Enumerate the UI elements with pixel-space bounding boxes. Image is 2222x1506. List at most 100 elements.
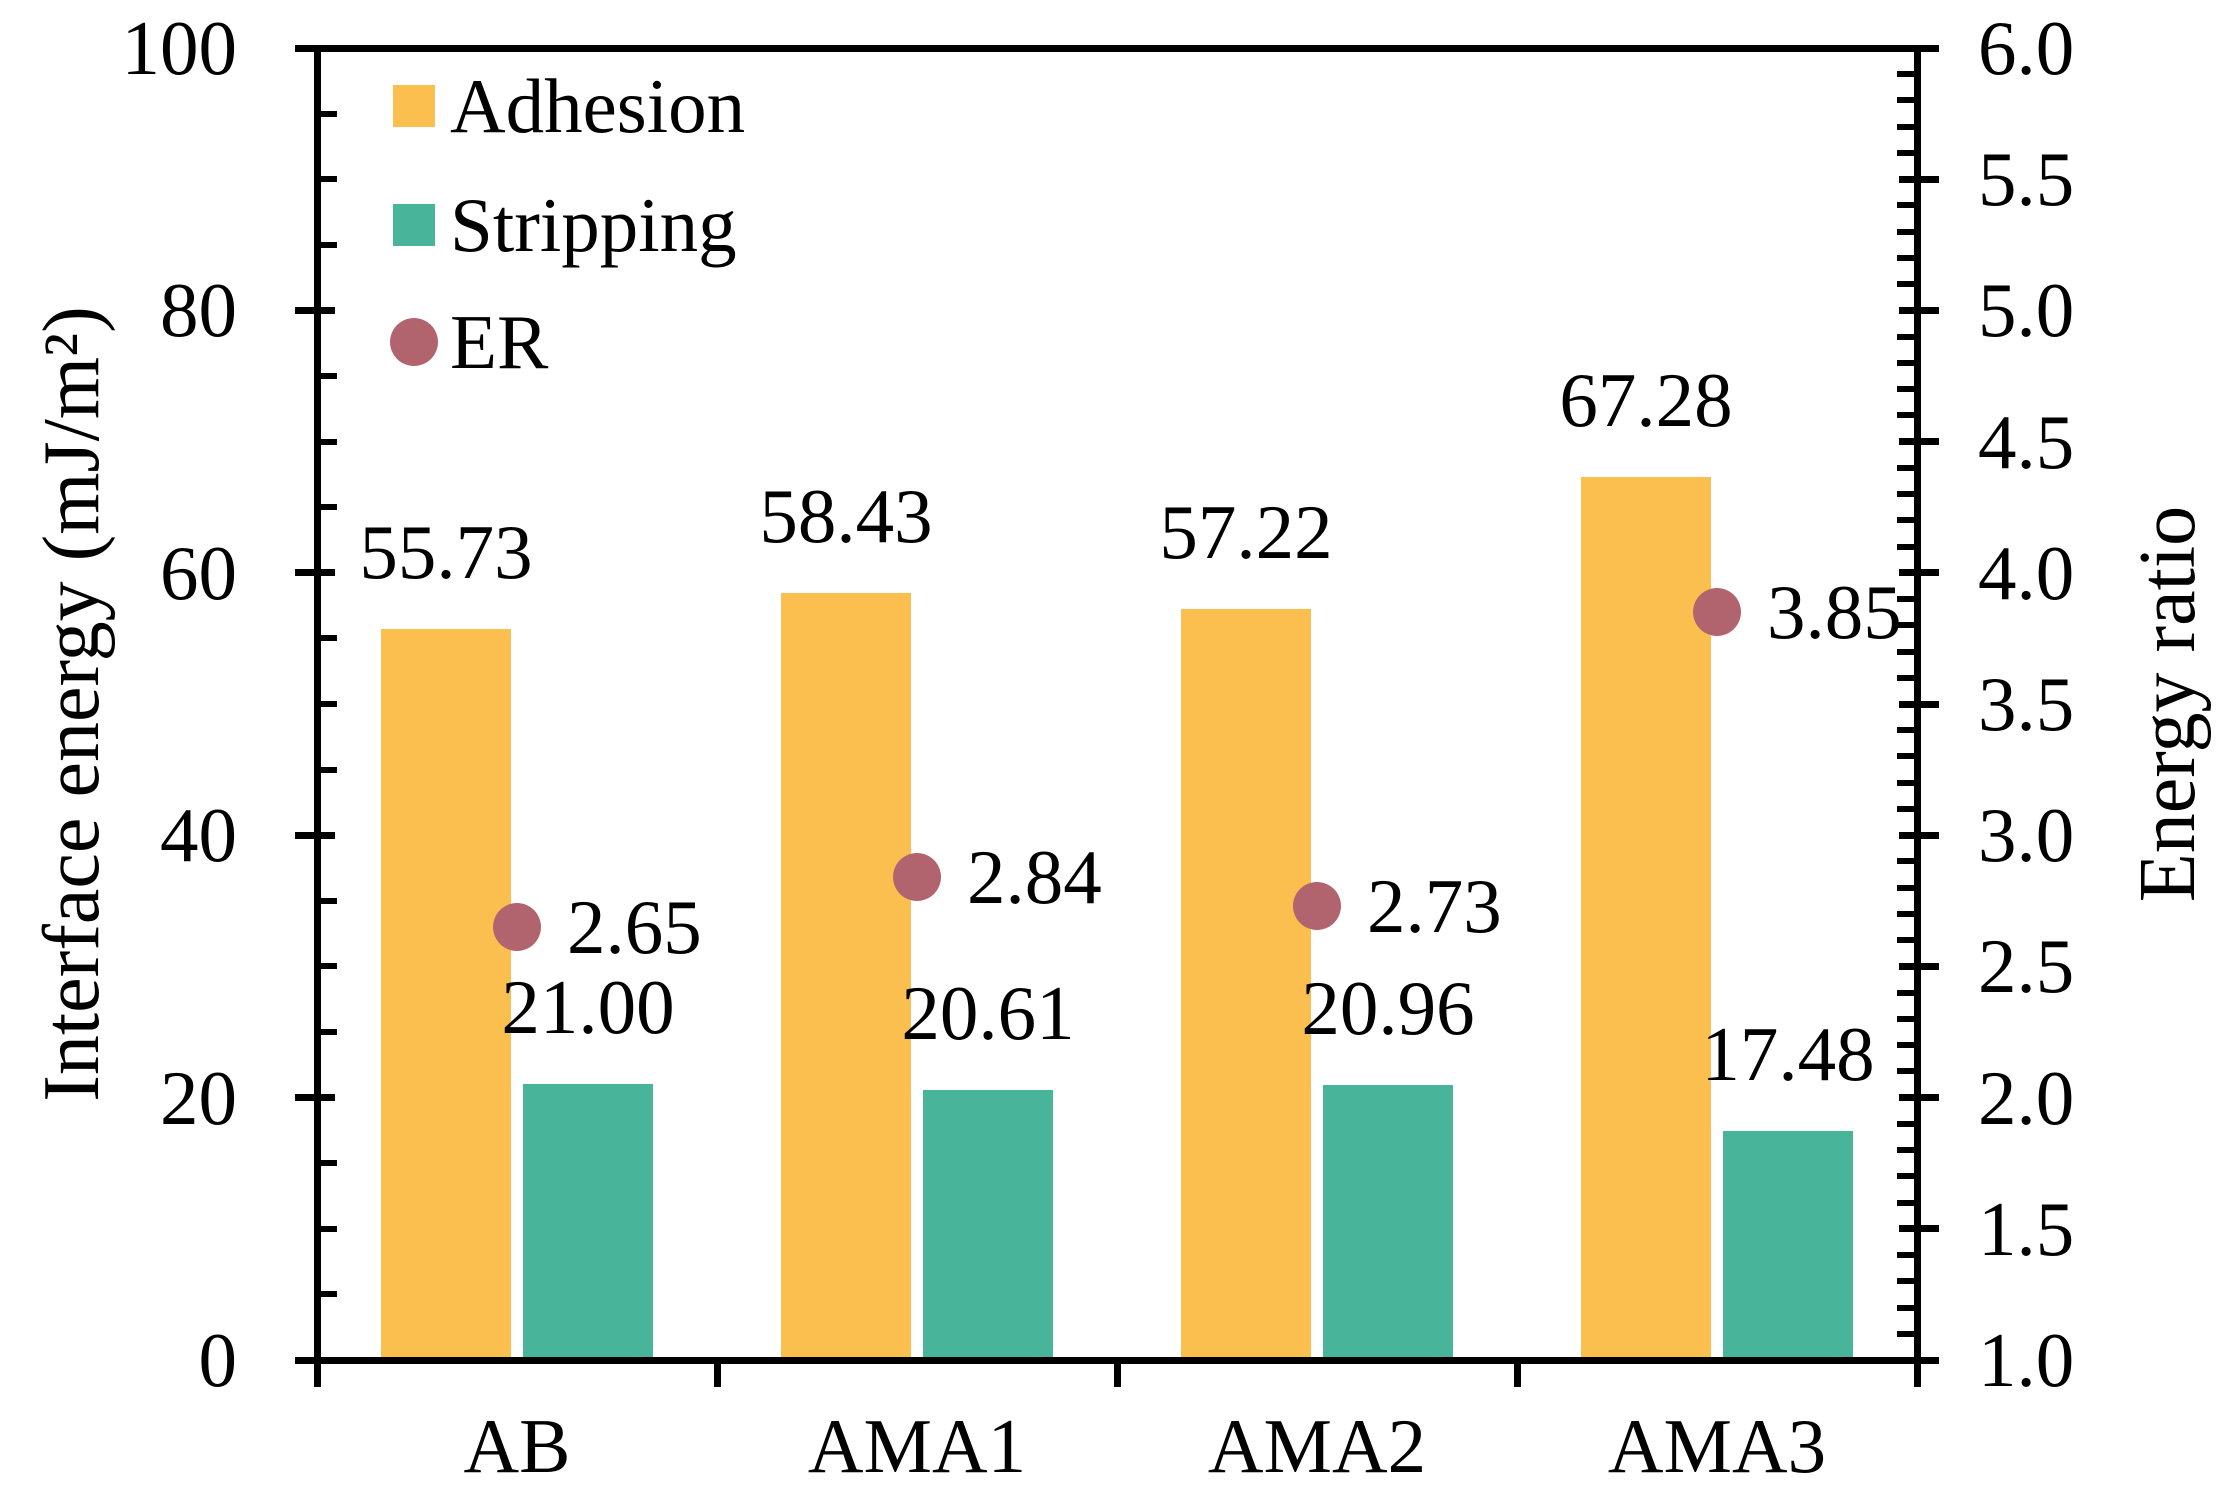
right-axis-minor-tick: [1897, 727, 1917, 734]
right-axis-minor-tick: [1897, 779, 1917, 786]
right-axis-minor-tick: [1897, 71, 1917, 78]
legend-label-er: ER: [450, 299, 549, 385]
left-axis-tick-label: 0: [198, 1317, 238, 1403]
right-axis-tick-label: 1.5: [1978, 1185, 2075, 1272]
legend-swatch-stripping-icon: [393, 204, 435, 246]
right-axis-major-tick: [1899, 700, 1939, 708]
right-axis-minor-tick: [1897, 228, 1917, 235]
right-axis-minor-tick: [1897, 1120, 1917, 1127]
adhesion-value-label: 57.22: [1159, 489, 1333, 576]
left-axis-minor-tick: [317, 176, 337, 183]
left-axis-minor-tick: [317, 241, 337, 248]
er-dot: [1693, 588, 1741, 637]
right-axis-minor-tick: [1897, 989, 1917, 996]
x-axis-tick: [1513, 1360, 1521, 1387]
right-axis-minor-tick: [1897, 1252, 1917, 1259]
right-axis-minor-tick: [1897, 1042, 1917, 1049]
right-axis-tick-label: 4.0: [1978, 529, 2075, 616]
left-axis-minor-tick: [317, 963, 337, 970]
right-axis-minor-tick: [1897, 254, 1917, 261]
left-axis-tick-label: 60: [160, 529, 237, 616]
right-axis-minor-tick: [1897, 596, 1917, 603]
right-axis-minor-tick: [1897, 1278, 1917, 1285]
bar-adhesion: [781, 593, 911, 1360]
right-axis-major-tick: [1899, 175, 1939, 183]
er-value-label: 3.85: [1767, 569, 1902, 656]
right-axis-tick-label: 2.5: [1978, 923, 2075, 1010]
right-axis-minor-tick: [1897, 464, 1917, 471]
right-axis-major-tick: [1899, 569, 1939, 577]
stripping-value-label: 21.00: [501, 964, 675, 1051]
top-spine: [313, 44, 1921, 52]
right-axis-minor-tick: [1897, 386, 1917, 393]
left-axis-minor-tick: [317, 1225, 337, 1232]
right-axis-minor-tick: [1897, 753, 1917, 760]
left-axis-minor-tick: [317, 1160, 337, 1167]
left-axis-tick-label: 80: [160, 267, 237, 354]
bar-stripping: [523, 1084, 653, 1360]
right-axis-tick-label: 4.5: [1978, 398, 2075, 485]
er-dot: [493, 903, 541, 952]
left-axis-minor-tick: [317, 635, 337, 642]
right-axis-minor-tick: [1897, 333, 1917, 340]
left-axis-major-tick: [295, 1094, 335, 1102]
right-axis-minor-tick: [1897, 910, 1917, 917]
left-axis-minor-tick: [317, 1029, 337, 1035]
left-axis-major-tick: [295, 306, 335, 314]
left-axis-major-tick: [295, 569, 335, 577]
left-axis-minor-tick: [317, 373, 337, 379]
x-category-label: AB: [463, 1403, 571, 1489]
right-axis-major-tick: [1899, 306, 1939, 314]
right-axis-major-tick: [1899, 831, 1939, 839]
right-axis-tick-label: 6.0: [1978, 5, 2075, 91]
right-axis-tick-label: 5.0: [1978, 267, 2075, 354]
er-dot: [893, 853, 941, 902]
right-axis-minor-tick: [1897, 1173, 1917, 1180]
x-category-label: AMA1: [807, 1403, 1027, 1489]
left-axis-minor-tick: [317, 897, 337, 904]
right-axis-minor-tick: [1897, 1330, 1917, 1337]
right-axis-minor-tick: [1897, 648, 1917, 655]
er-value-label: 2.73: [1367, 863, 1502, 950]
x-axis-tick: [713, 1360, 721, 1387]
x-axis-tick: [1913, 1360, 1921, 1387]
right-axis-minor-tick: [1897, 491, 1917, 498]
bar-adhesion: [381, 628, 511, 1360]
right-axis-minor-tick: [1897, 202, 1917, 209]
right-axis-minor-tick: [1897, 1068, 1917, 1075]
right-axis-minor-tick: [1897, 97, 1917, 104]
right-axis-minor-tick: [1897, 805, 1917, 812]
right-axis-minor-tick: [1897, 517, 1917, 524]
x-axis-tick: [1113, 1360, 1121, 1387]
right-axis-tick-label: 3.5: [1978, 661, 2075, 747]
left-axis-minor-tick: [317, 110, 337, 117]
x-category-label: AMA3: [1607, 1403, 1827, 1489]
right-axis-major-tick: [1899, 44, 1939, 52]
legend-label-stripping: Stripping: [450, 182, 737, 268]
legend-swatch-adhesion-icon: [393, 85, 435, 127]
legend-swatch-er-icon: [390, 318, 438, 366]
right-axis-minor-tick: [1897, 1199, 1917, 1206]
x-axis-tick: [313, 1360, 321, 1387]
left-axis-major-tick: [295, 831, 335, 839]
left-axis-minor-tick: [317, 701, 337, 707]
right-axis-minor-tick: [1897, 149, 1917, 156]
stripping-value-label: 20.96: [1301, 965, 1475, 1051]
left-axis-title: Interface energy (mJ/m²): [28, 306, 116, 1102]
adhesion-value-label: 67.28: [1559, 357, 1733, 444]
left-axis-minor-tick: [317, 766, 337, 773]
er-value-label: 2.84: [967, 834, 1102, 921]
bar-adhesion: [1581, 477, 1711, 1360]
right-axis-minor-tick: [1897, 412, 1917, 419]
right-axis-minor-tick: [1897, 1147, 1917, 1154]
left-axis-minor-tick: [317, 438, 337, 445]
right-axis-minor-tick: [1897, 622, 1917, 629]
adhesion-value-label: 58.43: [759, 473, 933, 560]
right-axis-tick-label: 5.5: [1978, 136, 2075, 223]
stripping-value-label: 20.61: [901, 969, 1075, 1056]
right-axis-minor-tick: [1897, 858, 1917, 865]
right-axis-tick-label: 3.0: [1978, 792, 2075, 879]
right-axis-tick-label: 1.0: [1978, 1317, 2075, 1403]
right-axis-minor-tick: [1897, 1304, 1917, 1311]
